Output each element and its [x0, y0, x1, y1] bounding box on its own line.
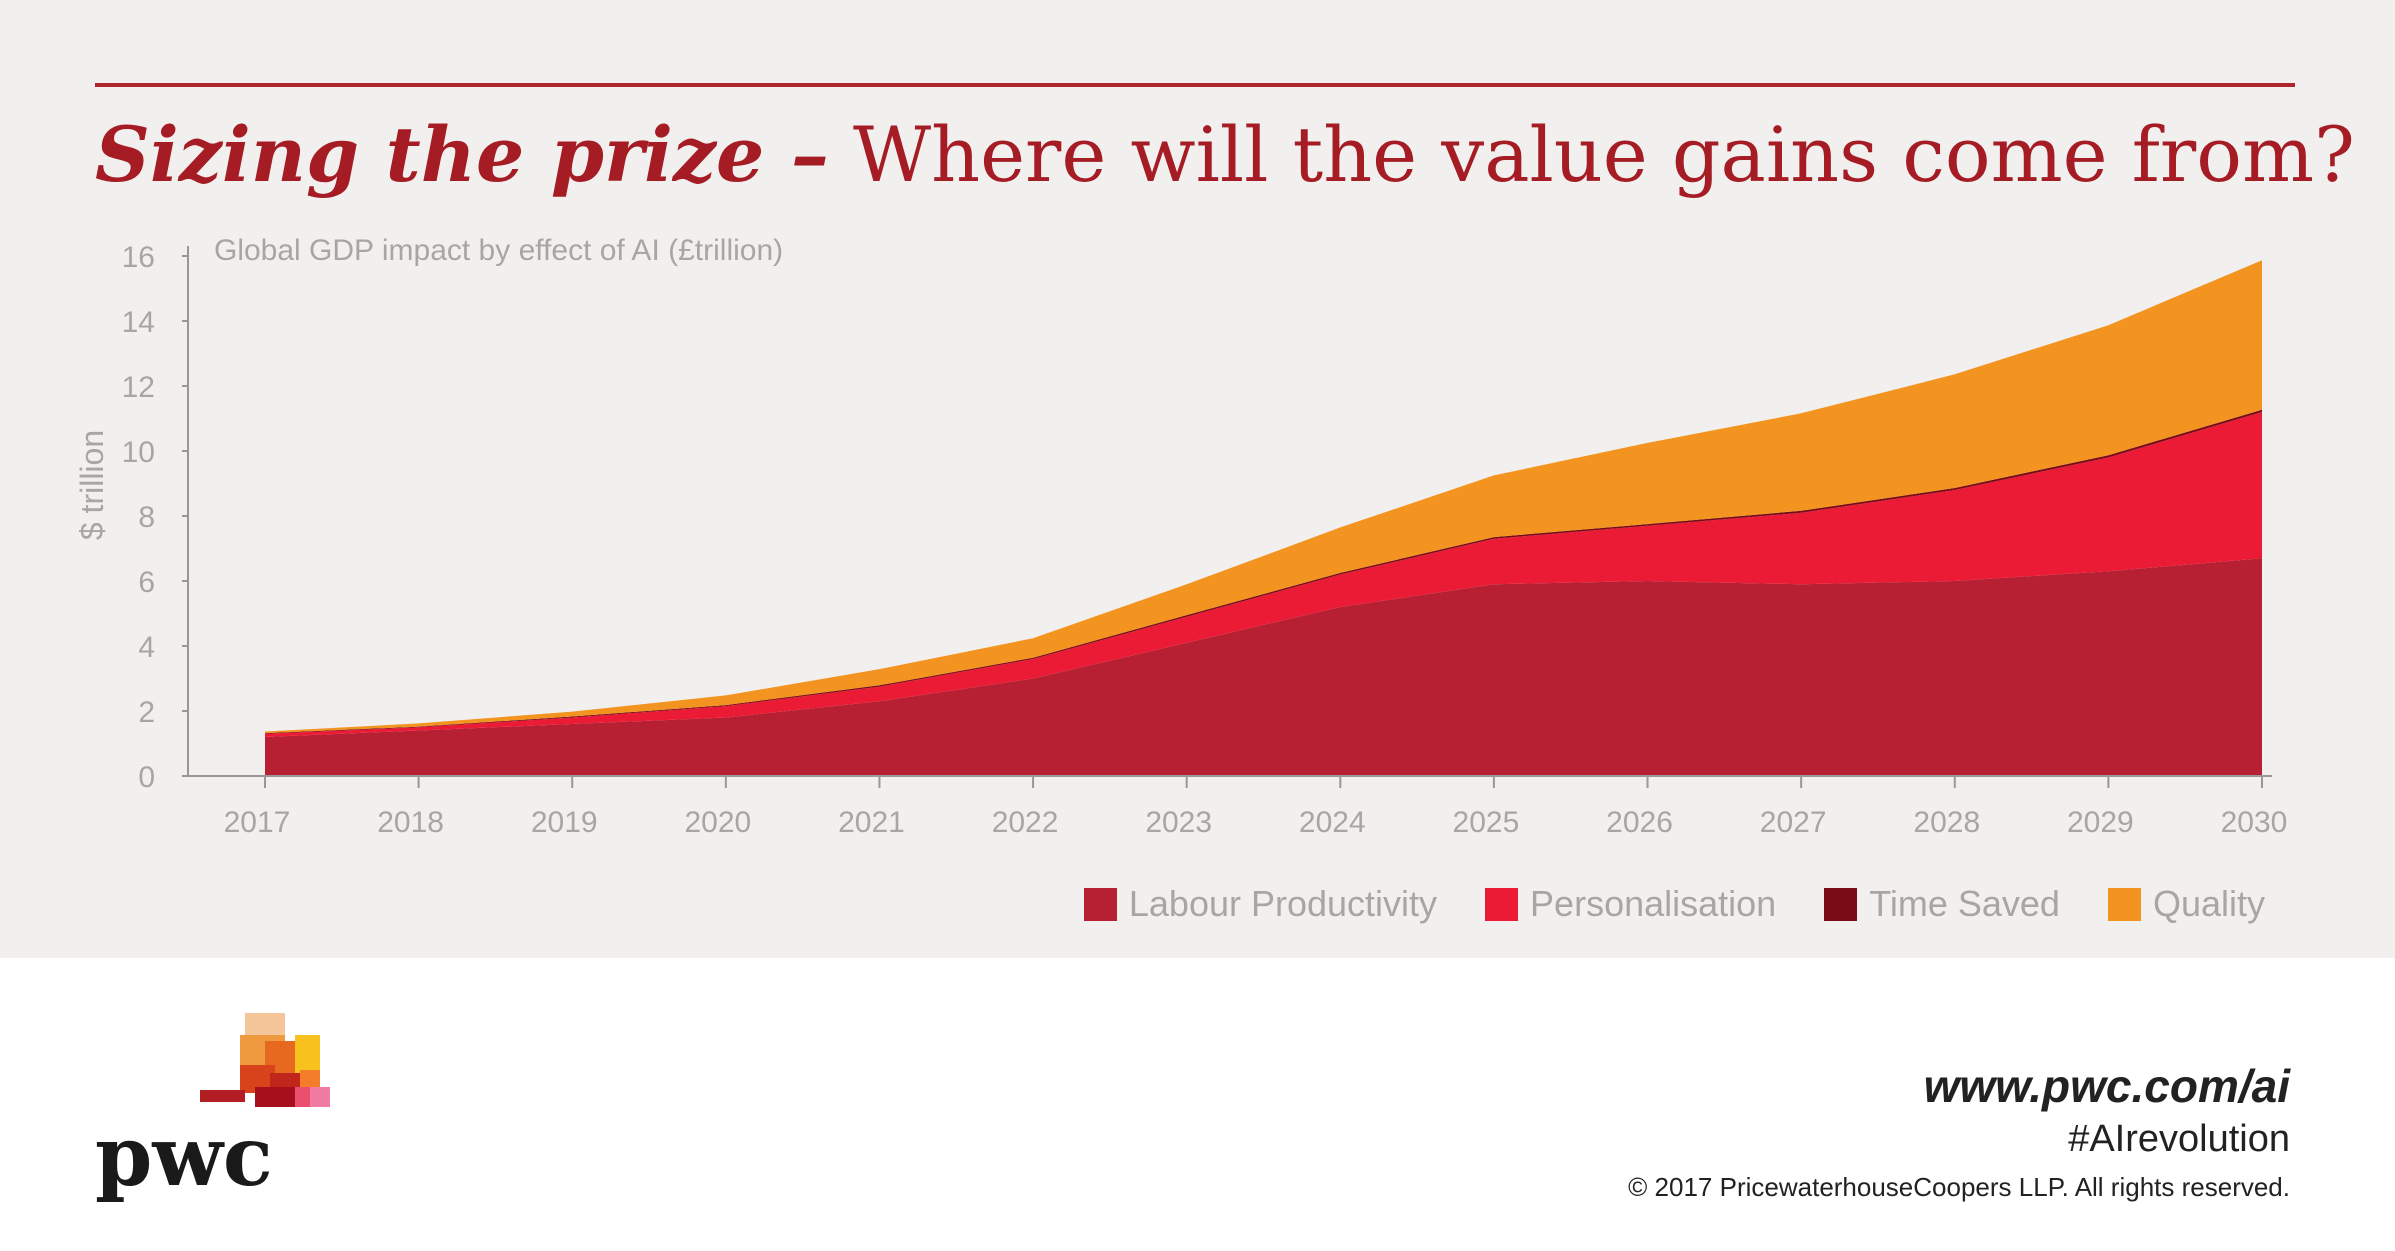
x-tick-label: 2024 [1299, 806, 1366, 839]
pwc-logo: pwc [95, 1013, 330, 1205]
series-area-labour-productivity [265, 558, 2262, 776]
footer: www.pwc.com/ai #AIrevolution © 2017 Pric… [1628, 1058, 2290, 1210]
footer-copyright: © 2017 PricewaterhouseCoopers LLP. All r… [1628, 1172, 2290, 1202]
series-area-personalisation [265, 412, 2262, 737]
legend-swatch [1083, 887, 1117, 921]
x-tick-label: 2017 [224, 806, 291, 839]
legend-swatch [2107, 887, 2141, 921]
x-tick-label: 2030 [2221, 806, 2288, 839]
footer-hashtag: #AIrevolution [2068, 1118, 2290, 1160]
top-rule [95, 83, 2295, 87]
page-title: Sizing the prize – Where will the value … [95, 100, 2355, 210]
chart-title: Global GDP impact by effect of AI (£tril… [214, 234, 783, 267]
x-tick-label: 2021 [838, 806, 905, 839]
x-tick-label: 2018 [377, 806, 444, 839]
x-axis: 2017 2018 2019 2020 2021 2022 2023 2024 2025 2026… [188, 775, 2288, 839]
x-tick-label: 2026 [1606, 806, 1673, 839]
x-tick-label: 2027 [1760, 806, 1827, 839]
y-tick-label: 10 [122, 436, 155, 469]
legend-item-labour-productivity: Labour Productivity [1083, 883, 1438, 925]
y-tick-label: 8 [138, 501, 155, 534]
x-tick-label: 2025 [1453, 806, 1520, 839]
x-tick-label: 2019 [531, 806, 598, 839]
pwc-logo-text: pwc [95, 1109, 273, 1205]
legend-label: Labour Productivity [1128, 883, 1438, 924]
page-title-rest: Where will the value gains come from? [853, 110, 2355, 199]
legend-item-time-saved: Time Saved [1824, 883, 2060, 925]
legend-label: Personalisation [1530, 883, 1777, 924]
y-tick-label: 14 [122, 306, 155, 339]
legend-swatch [1824, 887, 1858, 921]
y-tick-label: 16 [122, 241, 155, 274]
y-tick-label: 6 [138, 566, 155, 599]
page-title-bold: Sizing the prize – [95, 110, 829, 199]
x-tick-label: 2020 [684, 806, 751, 839]
x-tick-label: 2028 [1913, 806, 1980, 839]
legend-item-quality: Quality [2107, 883, 2265, 925]
legend: Labour Productivity Personalisation Time S… [1036, 883, 2265, 925]
y-axis-label: $ trillion [74, 430, 110, 540]
pwc-logo-mark [200, 1013, 330, 1107]
footer-url[interactable]: www.pwc.com/ai [1923, 1060, 2290, 1112]
x-tick-label: 2029 [2067, 806, 2134, 839]
y-tick-label: 2 [138, 696, 155, 729]
legend-item-personalisation: Personalisation [1485, 883, 1776, 925]
series-area-quality [265, 260, 2262, 734]
y-tick-label: 12 [122, 371, 155, 404]
chart-areas [265, 260, 2262, 776]
legend-swatch [1485, 887, 1519, 921]
y-tick-label: 4 [138, 631, 155, 664]
x-tick-label: 2022 [992, 806, 1059, 839]
y-tick-label: 0 [138, 761, 155, 794]
y-axis: 0 2 4 6 8 10 12 14 16 [122, 241, 189, 794]
legend-label: Time Saved [1869, 883, 2060, 924]
legend-label: Quality [2152, 883, 2265, 924]
x-tick-label: 2023 [1145, 806, 1212, 839]
